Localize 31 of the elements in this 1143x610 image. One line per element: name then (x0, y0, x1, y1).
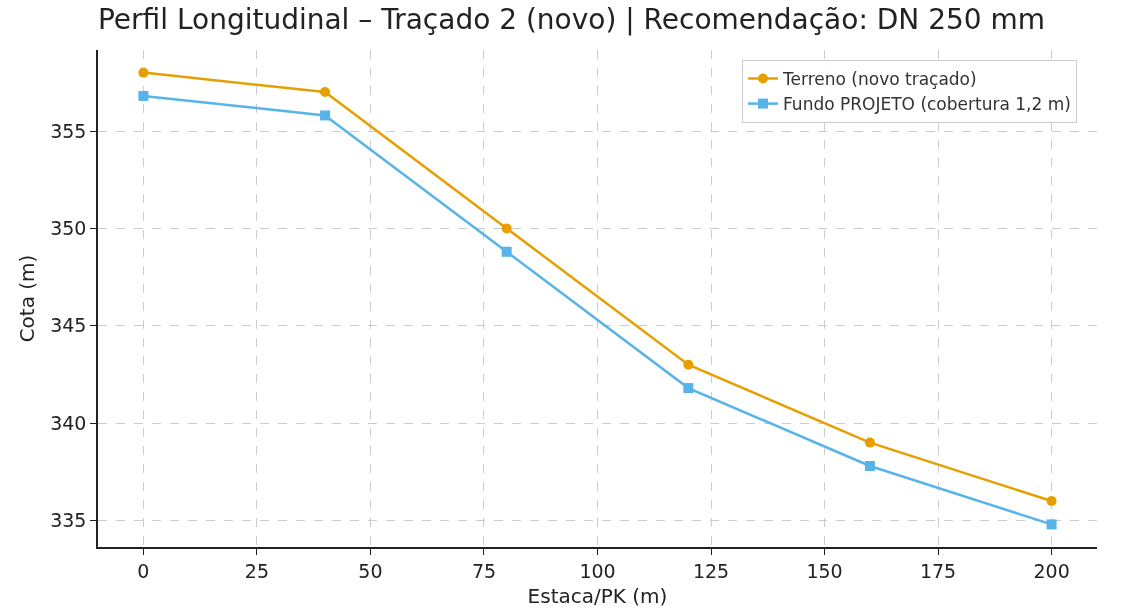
point (1046, 519, 1057, 530)
y-tick-label: 340 (50, 411, 87, 434)
chart-title: Perfil Longitudinal – Traçado 2 (novo) | Recomendação: DN 250 mm (97, 2, 1046, 36)
point (138, 67, 149, 78)
point (683, 359, 694, 370)
point (501, 246, 512, 257)
point (501, 223, 512, 234)
x-tick-label: 200 (1033, 559, 1070, 582)
x-tick-label: 25 (244, 559, 270, 582)
point (138, 90, 149, 101)
x-tick-label: 75 (471, 559, 497, 582)
point (683, 383, 694, 394)
x-axis-title: Estaca/PK (m) (527, 583, 668, 608)
x-tick-label: 50 (358, 559, 383, 582)
legend-label: Fundo PROJETO (cobertura 1,2 m) (783, 94, 1071, 115)
point (864, 437, 875, 448)
x-tick-label: 150 (806, 559, 843, 582)
point (864, 460, 875, 471)
y-tick-label: 335 (50, 509, 87, 532)
y-tick-label: 350 (50, 217, 87, 240)
legend-label: Terreno (novo traçado) (782, 69, 977, 90)
y-tick-label: 355 (50, 119, 87, 142)
x-tick-label: 175 (919, 559, 957, 582)
point (320, 87, 331, 98)
point (320, 110, 331, 121)
y-axis-title: Cota (m) (15, 254, 40, 343)
point (1046, 496, 1057, 507)
x-tick-label: 0 (137, 559, 150, 582)
x-tick-label: 125 (692, 559, 730, 582)
x-tick-label: 100 (579, 559, 616, 582)
y-tick-label: 345 (50, 314, 87, 337)
